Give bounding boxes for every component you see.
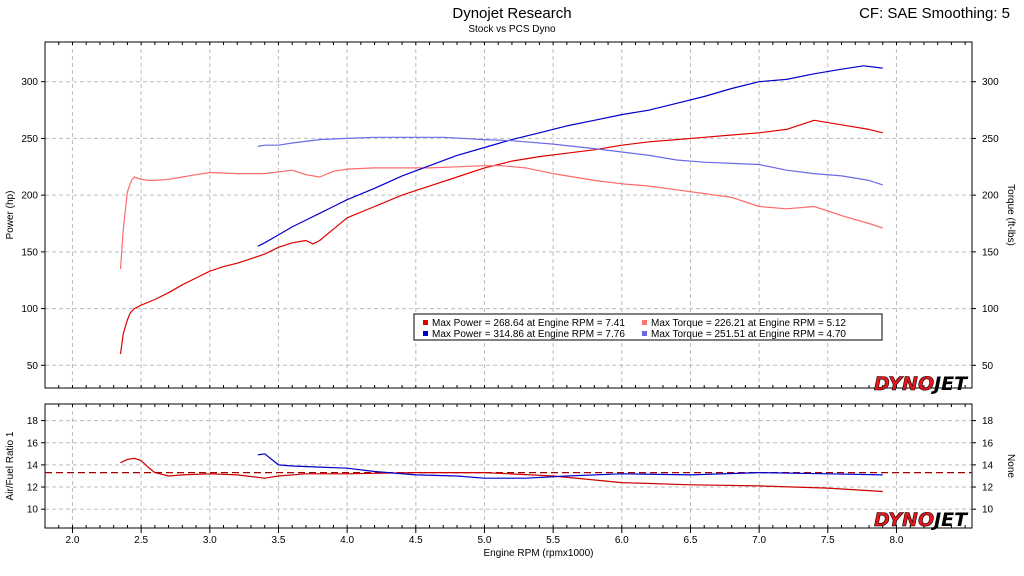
x-tick-label: 5.5 xyxy=(546,535,560,546)
x-tick-label: 8.0 xyxy=(890,535,904,546)
y-tick-label: 200 xyxy=(21,191,38,202)
y2-tick-label: 250 xyxy=(982,134,999,145)
y2-tick-label: 16 xyxy=(982,438,994,449)
y2-tick-label: 100 xyxy=(982,304,999,315)
y2-tick-label: 300 xyxy=(982,77,999,88)
legend-swatch xyxy=(423,320,428,325)
x-tick-label: 2.5 xyxy=(134,535,148,546)
x-tick-label: 6.5 xyxy=(684,535,698,546)
chart-title: Dynojet Research xyxy=(452,5,572,22)
power-torque-series-4 xyxy=(257,136,883,186)
y2-tick-label: 150 xyxy=(982,247,999,258)
power-torque-series-1 xyxy=(119,119,883,355)
y-tick-label: 14 xyxy=(27,460,39,471)
y-tick-label: 12 xyxy=(27,483,39,494)
legend-entry: Max Torque = 251.51 at Engine RPM = 4.70 xyxy=(651,329,846,340)
x-tick-label: 6.0 xyxy=(615,535,629,546)
x-tick-label: 3.5 xyxy=(272,535,286,546)
y2-tick-label: 200 xyxy=(982,191,999,202)
x-tick-label: 7.0 xyxy=(752,535,766,546)
y2-tick-label: 12 xyxy=(982,483,994,494)
dynojet-logo-top: DYNOJET xyxy=(874,373,969,395)
plot-frame xyxy=(44,41,973,389)
power-torque-series-3 xyxy=(257,65,883,247)
legend-entry: Max Torque = 226.21 at Engine RPM = 5.12 xyxy=(651,318,846,329)
legend-swatch xyxy=(642,331,647,336)
afr-plot: 10 12 14 16 18 10 12 14 16 18 Air/Fuel Ratio 1 None xyxy=(5,403,1016,529)
y-tick-label: 50 xyxy=(27,361,39,372)
legend-swatch xyxy=(642,320,647,325)
legend-entry: Max Power = 314.86 at Engine RPM = 7.76 xyxy=(432,329,625,340)
y2-tick-label: 14 xyxy=(982,460,994,471)
y-tick-label: 100 xyxy=(21,304,38,315)
afr-series-1 xyxy=(120,457,883,493)
x-tick-label: 5.0 xyxy=(478,535,492,546)
plot-frame xyxy=(44,403,973,529)
afr-series-2 xyxy=(257,453,883,479)
y-tick-label: 250 xyxy=(21,134,38,145)
correction-factor-label: CF: SAE Smoothing: 5 xyxy=(859,5,1010,22)
afr-y2-axis-label: None xyxy=(1005,454,1016,478)
power-torque-series-2 xyxy=(119,165,883,269)
power-torque-y2-axis-label: Torque (ft-lbs) xyxy=(1005,184,1016,246)
x-axis: 2.0 2.5 3.0 3.5 4.0 4.5 5.0 5.5 6.0 6.5 7.0 7.5 8.0 E… xyxy=(66,528,904,559)
power-torque-plot: 50 100 150 200 250 300 50 100 150 200 250 300 Power … xyxy=(5,41,1016,389)
y-tick-label: 300 xyxy=(21,77,38,88)
y-tick-label: 18 xyxy=(27,416,39,427)
y2-tick-label: 10 xyxy=(982,505,994,516)
y2-tick-label: 18 xyxy=(982,416,994,427)
y-tick-label: 16 xyxy=(27,438,39,449)
dynojet-logo-bottom: DYNOJET xyxy=(874,509,969,531)
x-tick-label: 4.0 xyxy=(340,535,354,546)
legend-swatch xyxy=(423,331,428,336)
x-tick-label: 7.5 xyxy=(821,535,835,546)
x-tick-label: 3.0 xyxy=(203,535,217,546)
legend: Max Power = 268.64 at Engine RPM = 7.41 M… xyxy=(413,313,883,341)
y2-tick-label: 50 xyxy=(982,361,994,372)
legend-entry: Max Power = 268.64 at Engine RPM = 7.41 xyxy=(432,318,625,329)
power-torque-y-axis-label: Power (hp) xyxy=(5,191,16,240)
legend-box xyxy=(413,313,883,341)
x-axis-label: Engine RPM (rpmx1000) xyxy=(483,548,593,559)
x-tick-label: 4.5 xyxy=(409,535,423,546)
afr-y-axis-label: Air/Fuel Ratio 1 xyxy=(5,431,16,500)
chart-subtitle: Stock vs PCS Dyno xyxy=(468,24,556,35)
y-tick-label: 10 xyxy=(27,505,39,516)
x-tick-label: 2.0 xyxy=(66,535,80,546)
y-tick-label: 150 xyxy=(21,247,38,258)
